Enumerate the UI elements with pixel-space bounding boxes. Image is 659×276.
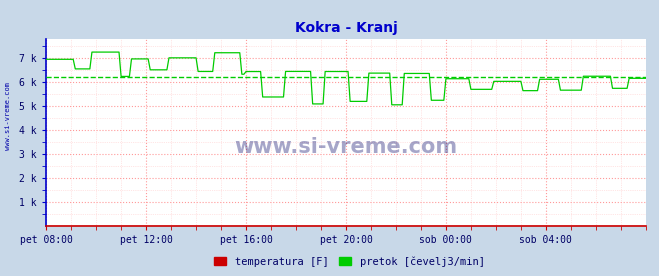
Text: www.si-vreme.com: www.si-vreme.com <box>235 137 457 158</box>
Legend: temperatura [F], pretok [čevelj3/min]: temperatura [F], pretok [čevelj3/min] <box>210 252 489 271</box>
Title: Kokra - Kranj: Kokra - Kranj <box>295 21 397 35</box>
Text: www.si-vreme.com: www.si-vreme.com <box>5 82 11 150</box>
